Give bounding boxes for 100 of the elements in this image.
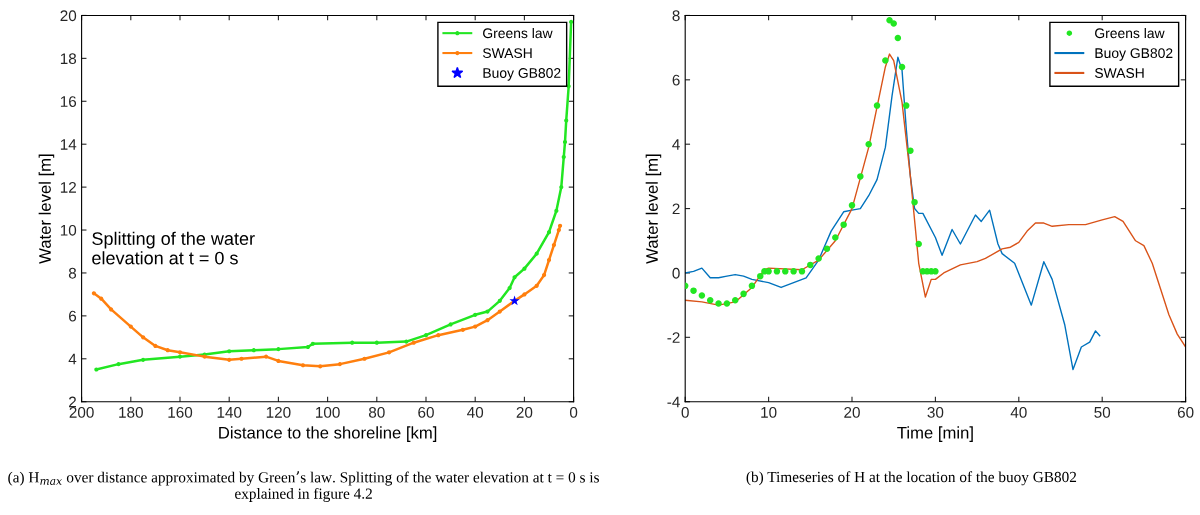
point	[857, 173, 864, 180]
point	[865, 140, 872, 148]
y-tick-label: 14	[60, 139, 77, 150]
x-tick-label: 200	[69, 406, 94, 418]
x-tick-label: 50	[1094, 406, 1111, 418]
x-tick-label: 60	[418, 406, 434, 418]
x-tick-label: 20	[844, 406, 860, 418]
y-tick-label: 20	[60, 10, 77, 22]
point	[902, 102, 910, 109]
point	[723, 300, 731, 307]
point	[559, 185, 564, 190]
point	[706, 297, 714, 304]
x-tick-label: 180	[119, 406, 143, 418]
x-tick-label: 120	[266, 406, 291, 418]
point	[239, 356, 244, 361]
point	[473, 324, 478, 329]
x-tick-label: 40	[467, 406, 484, 418]
point	[497, 309, 502, 314]
point	[141, 335, 146, 340]
point	[300, 363, 306, 368]
legend-label: SWASH	[1094, 68, 1144, 78]
y-tick-label: 8	[672, 10, 680, 22]
point	[907, 147, 914, 154]
x-tick-label: 10	[761, 406, 777, 418]
y-tick-label: 6	[672, 74, 680, 86]
point	[116, 362, 121, 367]
point	[731, 297, 739, 304]
point	[848, 202, 856, 209]
point	[350, 340, 355, 345]
x-tick-label: 0	[681, 406, 689, 418]
point	[815, 255, 822, 262]
point	[873, 102, 881, 109]
point	[485, 309, 490, 314]
point	[890, 20, 897, 27]
y-tick-label: 6	[69, 310, 77, 322]
point	[94, 367, 99, 372]
y-axis-title: Water level [m]	[38, 154, 55, 264]
point	[911, 198, 918, 206]
point	[534, 283, 539, 288]
y-tick-label: 12	[60, 181, 76, 193]
point	[554, 208, 559, 213]
point	[310, 341, 315, 346]
point	[404, 339, 409, 344]
point	[318, 364, 323, 369]
point	[411, 340, 416, 345]
point	[387, 350, 392, 355]
point	[798, 268, 806, 275]
point	[362, 356, 367, 361]
point	[423, 333, 429, 338]
legend-label: Greens law	[483, 27, 553, 39]
point	[473, 312, 478, 317]
y-tick-label: 8	[68, 267, 77, 279]
x-axis-title: Time [min]	[897, 426, 973, 442]
point	[541, 273, 547, 278]
x-tick-label: 140	[217, 406, 242, 418]
point	[690, 287, 697, 294]
point	[773, 268, 781, 275]
point	[128, 324, 133, 329]
x-tick-label: 30	[927, 406, 944, 418]
point	[561, 154, 566, 160]
text: (b) Timeseries of H at the location of the buoy GB802	[746, 471, 1077, 486]
point	[882, 57, 889, 64]
point	[251, 348, 256, 353]
point	[790, 268, 797, 275]
point	[840, 221, 847, 228]
point	[177, 350, 183, 355]
point	[153, 343, 158, 348]
y-tick-label: 4	[68, 353, 77, 365]
point	[374, 340, 379, 345]
point	[569, 19, 574, 24]
point	[460, 327, 465, 332]
point	[507, 285, 512, 291]
y-tick-label: 18	[60, 53, 77, 65]
point	[698, 292, 706, 299]
point	[932, 268, 939, 275]
y-tick-label: -2	[667, 332, 680, 343]
point	[276, 358, 281, 364]
point	[177, 354, 183, 359]
point	[227, 357, 232, 362]
y-tick-label: -4	[667, 396, 680, 408]
point	[141, 357, 146, 362]
x-tick-label: 20	[516, 406, 533, 418]
point	[522, 292, 527, 297]
point	[546, 257, 552, 263]
point	[715, 300, 722, 307]
point	[823, 245, 831, 253]
point	[765, 268, 772, 275]
point	[276, 347, 281, 352]
point	[748, 282, 756, 290]
y-axis-title: Water level [m]	[645, 154, 662, 264]
point	[807, 261, 814, 269]
point	[448, 322, 453, 327]
y-tick-label: 4	[672, 139, 680, 150]
legend-label: SWASH	[482, 48, 532, 59]
point	[562, 139, 568, 145]
point	[264, 354, 269, 359]
point	[551, 242, 557, 248]
point	[522, 266, 527, 271]
legend-label: Greens law	[1095, 27, 1165, 39]
point	[556, 227, 561, 233]
